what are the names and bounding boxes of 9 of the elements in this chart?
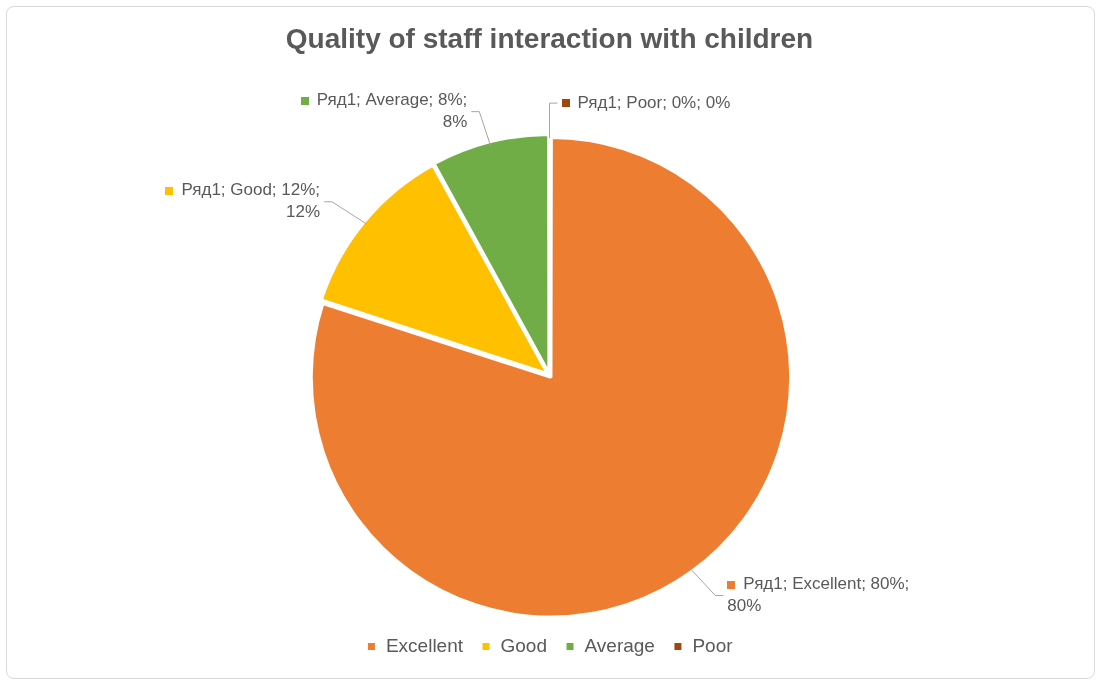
data-label: Ряд1; Excellent; 80%; 80% [727,574,910,616]
chart-title: Quality of staff interaction with children [285,22,814,54]
text: Ряд1; Poor; 0%; 0% [577,92,731,112]
legend-label: Excellent [385,634,464,656]
data-label: Ряд1; Good; 12%; 12% [181,180,321,222]
legend-label: Good [500,634,548,656]
legend-label: Poor [692,634,734,656]
legend-label: Average [584,634,655,656]
data-label: Ряд1; Average; 8%; 8% [316,90,468,132]
